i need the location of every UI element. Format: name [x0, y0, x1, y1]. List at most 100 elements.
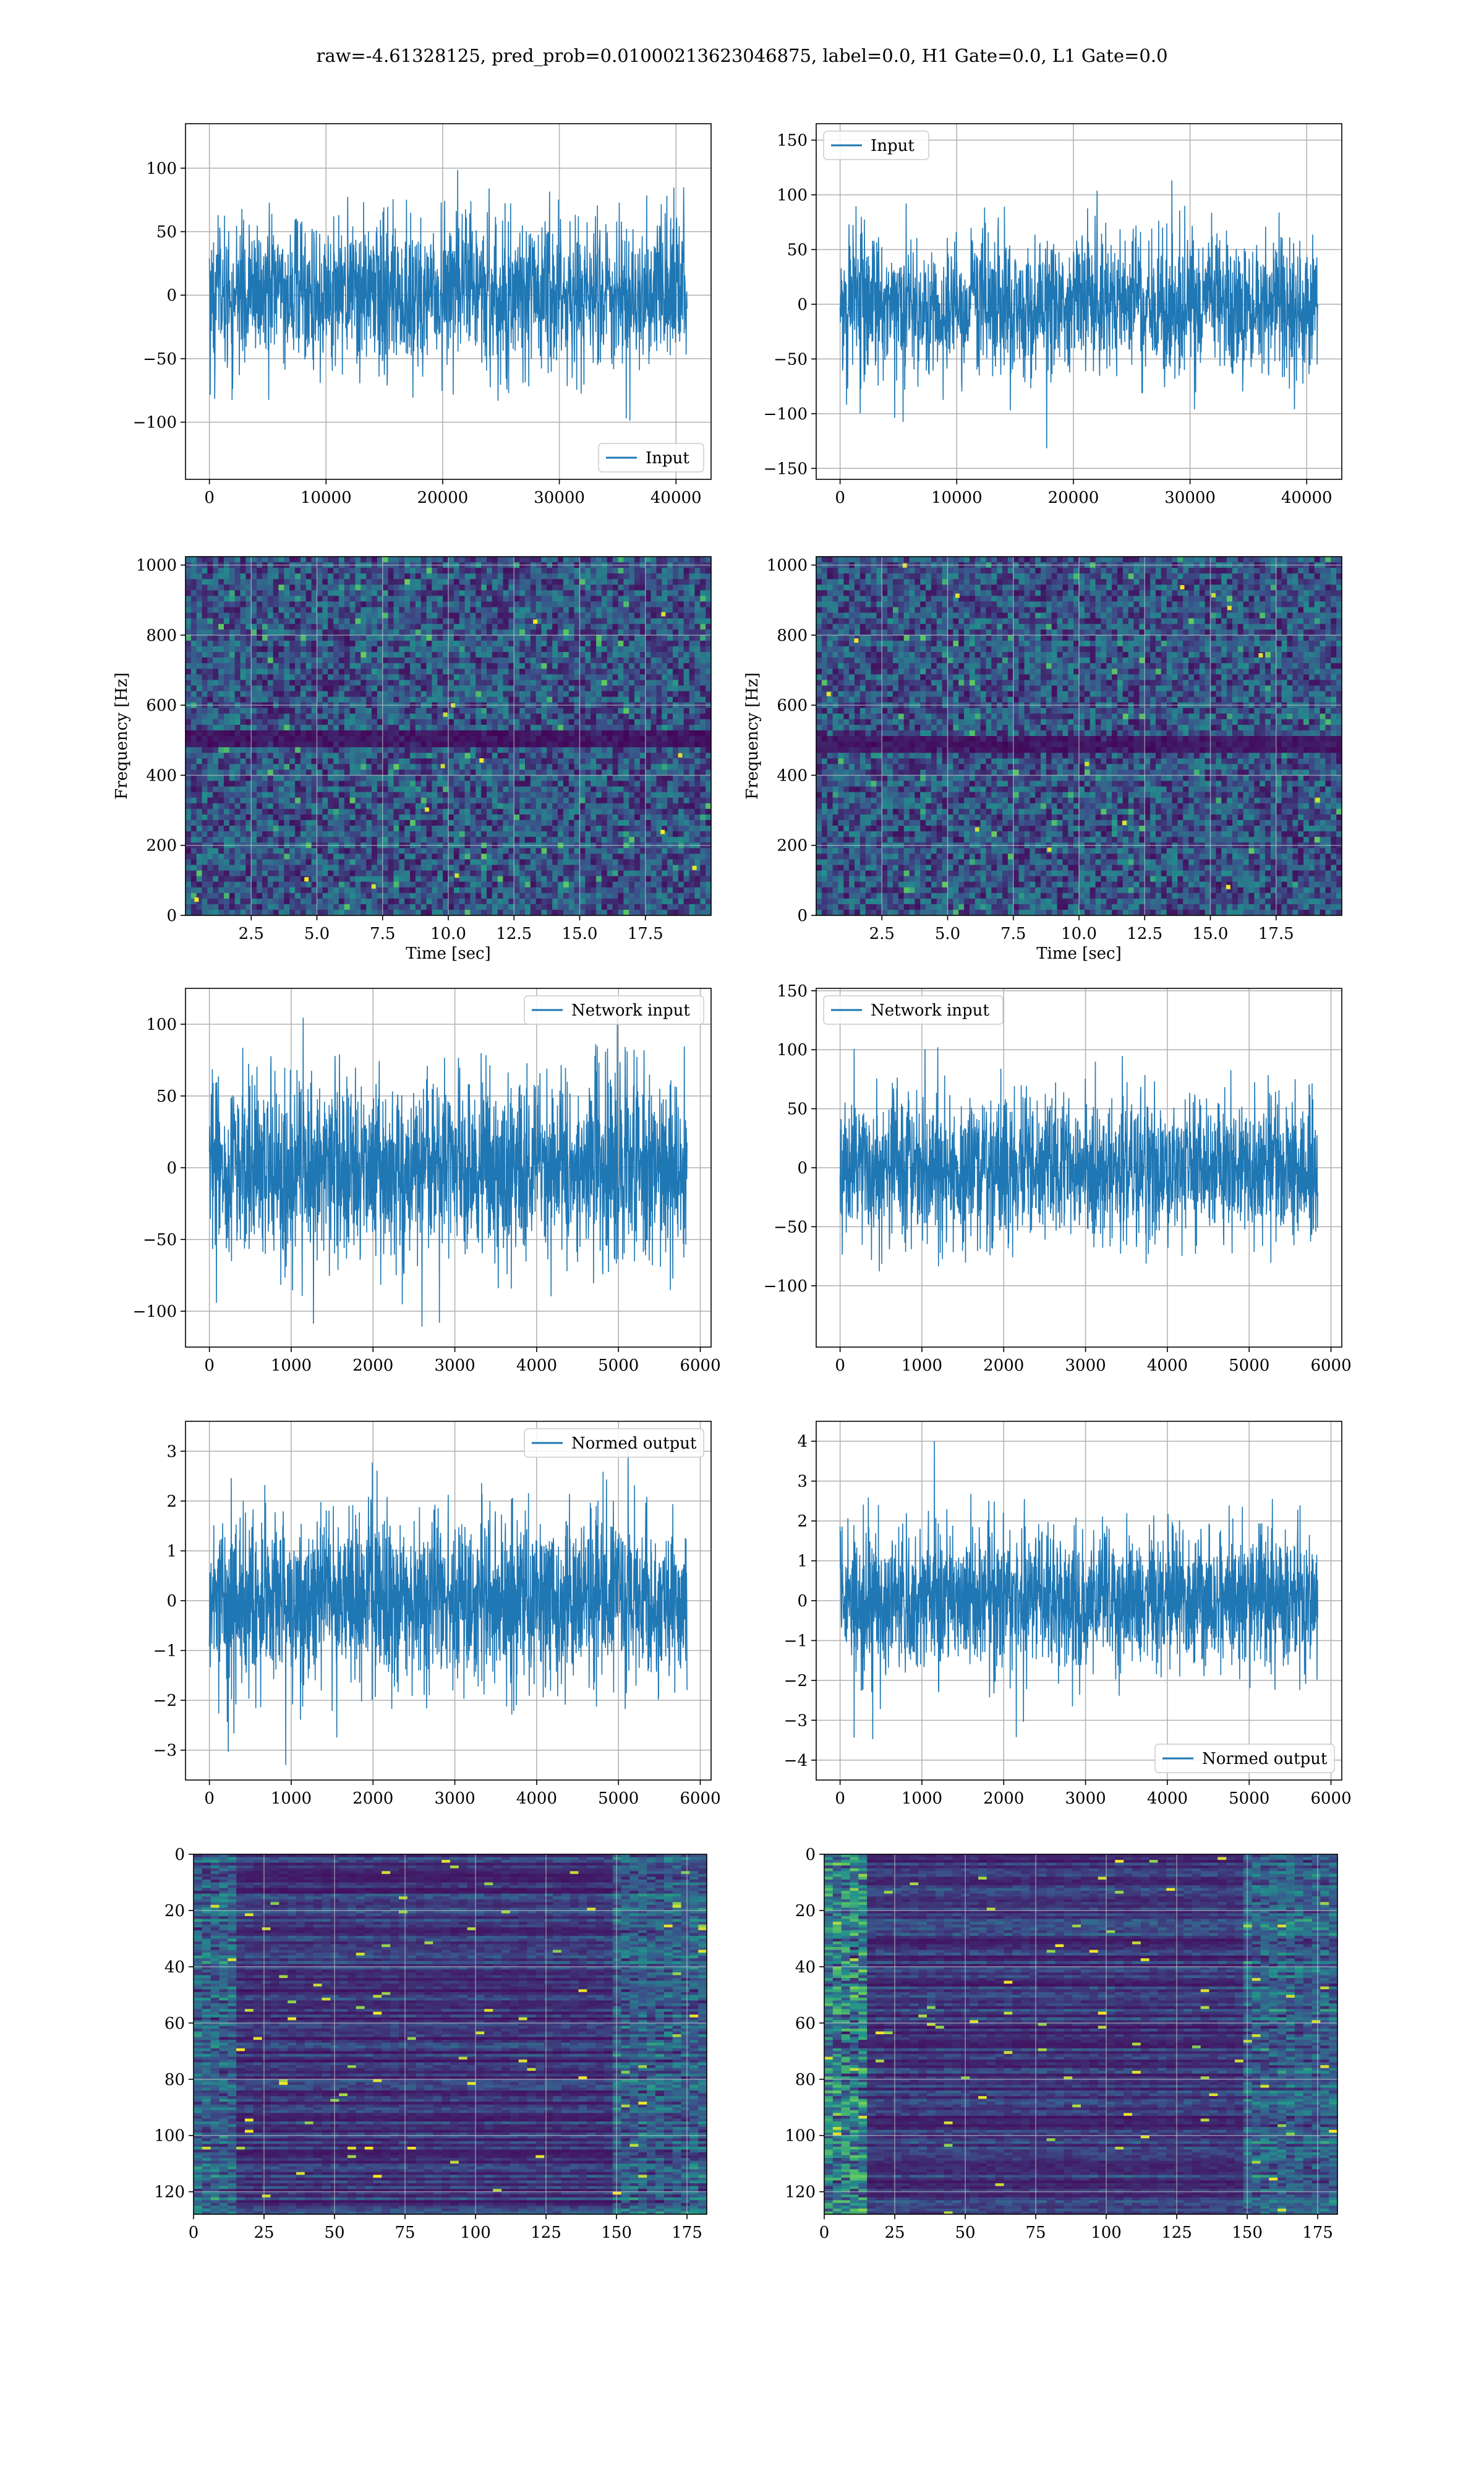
subplot-h1-norm: Normed output 0 1000 2000 3000 4000 5000 6000 −3… — [153, 1421, 721, 1808]
x-tick-label: 1000 — [902, 1789, 942, 1808]
x-tick-label: 2000 — [352, 1789, 393, 1808]
x-axis: 0 1000 2000 3000 4000 5000 6000 — [835, 1347, 1352, 1375]
x-tick-label: 7.5 — [1000, 925, 1026, 943]
x-tick-label: 100 — [1091, 2224, 1122, 2242]
heatmap-image — [824, 1854, 1337, 2214]
x-tick-label: 3000 — [434, 1356, 475, 1375]
x-tick-label: 2.5 — [869, 925, 895, 943]
legend-frame — [823, 131, 929, 160]
y-tick-label: 0 — [797, 296, 808, 314]
legend-frame — [524, 1428, 704, 1458]
subplot-h1-spec: 2.5 5.0 7.5 10.0 12.5 15.0 17.5 0 200 400 600 800 10… — [113, 556, 712, 963]
y-tick-label: 4 — [797, 1432, 808, 1451]
series-line — [208, 169, 688, 421]
y-axis: −100 −50 0 50 100 — [133, 1016, 186, 1321]
y-tick-label: 200 — [777, 837, 808, 855]
x-tick-label: 6000 — [1310, 1356, 1351, 1375]
y-tick-label: 50 — [787, 241, 808, 259]
x-tick-label: 30000 — [534, 489, 585, 507]
x-tick-label: 4000 — [516, 1356, 557, 1375]
y-tick-label: 0 — [797, 907, 808, 925]
x-tick-label: 5000 — [598, 1789, 639, 1808]
y-tick-label: 100 — [154, 2127, 185, 2146]
y-tick-label: −2 — [784, 1672, 808, 1690]
y-tick-label: 0 — [797, 1592, 808, 1611]
subplot-h1-feat: 0 25 50 75 100 125 150 175 0 20 40 60 80 100 120 — [154, 1846, 707, 2242]
y-tick-label: 150 — [777, 982, 808, 1001]
y-tick-label: 0 — [805, 1846, 816, 1864]
x-tick-label: 7.5 — [370, 925, 395, 943]
x-axis: 0 10000 20000 30000 40000 — [835, 479, 1333, 507]
x-axis: 0 25 50 75 100 125 150 175 — [189, 2214, 702, 2242]
x-tick-label: 10.0 — [430, 925, 466, 943]
x-axis: 2.5 5.0 7.5 10.0 12.5 15.0 17.5 — [869, 915, 1294, 943]
x-tick-label: 4000 — [1147, 1789, 1188, 1808]
x-tick-label: 10000 — [931, 489, 983, 507]
y-tick-label: 800 — [146, 627, 177, 645]
axes-frame — [185, 123, 712, 480]
grid — [193, 1854, 707, 2214]
x-axis-label: Time [sec] — [406, 944, 491, 963]
legend-label: Input — [871, 137, 915, 155]
x-tick-label: 12.5 — [496, 925, 532, 943]
x-tick-label: 0 — [819, 2224, 830, 2242]
x-tick-label: 12.5 — [1127, 925, 1162, 943]
x-tick-label: 125 — [531, 2224, 561, 2242]
x-tick-label: 4000 — [516, 1789, 557, 1808]
grid — [816, 1421, 1342, 1780]
y-tick-label: −50 — [774, 350, 808, 369]
x-tick-label: 20000 — [417, 489, 469, 507]
y-tick-label: −100 — [133, 414, 177, 432]
x-tick-label: 4000 — [1147, 1356, 1188, 1375]
x-tick-label: 50 — [955, 2224, 975, 2242]
y-tick-label: 40 — [164, 1958, 185, 1977]
y-tick-label: 600 — [777, 696, 808, 715]
x-tick-label: 150 — [1232, 2224, 1263, 2242]
series-line — [839, 180, 1318, 448]
legend-label: Normed output — [1202, 1750, 1328, 1768]
axes-frame — [193, 1854, 707, 2215]
y-tick-label: 100 — [146, 160, 177, 178]
x-tick-label: 5.0 — [935, 925, 960, 943]
x-tick-label: 0 — [204, 489, 215, 507]
y-tick-label: −150 — [764, 460, 808, 478]
x-tick-label: 3000 — [1065, 1789, 1106, 1808]
y-axis-label: Frequency [Hz] — [743, 672, 762, 800]
x-tick-label: 0 — [204, 1356, 215, 1375]
x-tick-label: 3000 — [1065, 1356, 1106, 1375]
axes-frame — [816, 123, 1342, 480]
y-tick-label: −1 — [784, 1632, 808, 1650]
y-tick-label: 0 — [166, 1159, 177, 1178]
subplot-h1-raw: Input 0 10000 20000 30000 40000 −100 −50 0 50 100 — [133, 123, 712, 507]
legend-label: Network input — [571, 1001, 690, 1020]
x-tick-label: 2.5 — [239, 925, 264, 943]
x-tick-label: 5000 — [1229, 1789, 1269, 1808]
y-tick-label: −50 — [143, 350, 177, 369]
legend: Network input — [823, 995, 1004, 1025]
legend: Input — [823, 131, 929, 160]
x-axis: 0 25 50 75 100 125 150 175 — [819, 2214, 1333, 2242]
x-tick-label: 50 — [324, 2224, 344, 2242]
y-tick-label: −1 — [153, 1642, 177, 1661]
y-tick-label: 1 — [797, 1552, 808, 1571]
y-tick-label: 50 — [156, 1087, 177, 1106]
x-tick-label: 3000 — [434, 1789, 475, 1808]
x-tick-label: 40000 — [650, 489, 702, 507]
legend: Normed output — [524, 1428, 704, 1458]
y-tick-label: −3 — [153, 1742, 177, 1760]
y-tick-label: 100 — [785, 2127, 816, 2146]
y-tick-label: −50 — [774, 1218, 808, 1236]
series-line — [839, 1441, 1318, 1739]
x-tick-label: 2000 — [983, 1789, 1024, 1808]
x-tick-label: 1000 — [271, 1356, 312, 1375]
y-tick-label: −4 — [784, 1752, 808, 1770]
legend: Input — [598, 443, 704, 473]
y-tick-label: 3 — [166, 1442, 177, 1461]
y-tick-label: −100 — [764, 1277, 808, 1296]
subplot-l1-raw: Input 0 10000 20000 30000 40000 −150 −100 −50 0 50… — [764, 123, 1342, 507]
x-tick-label: 100 — [460, 2224, 491, 2242]
